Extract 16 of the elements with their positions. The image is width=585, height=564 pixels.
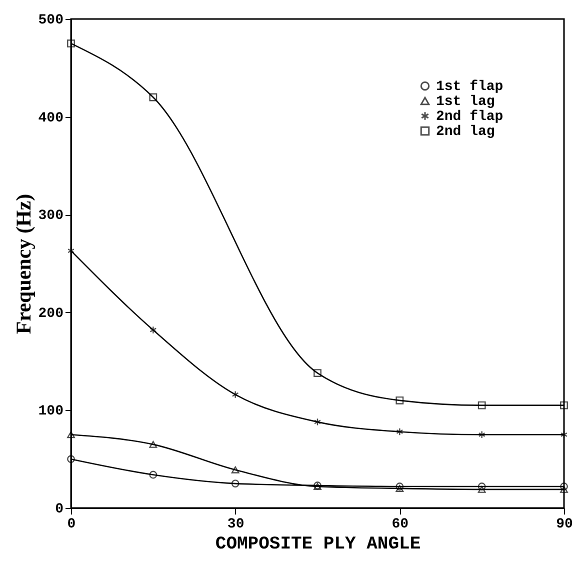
x-axis-title: COMPOSITE PLY ANGLE (215, 534, 421, 554)
y-tick-label: 300 (38, 208, 64, 224)
x-tick-label: 60 (392, 516, 409, 532)
y-tick-label: 500 (38, 12, 64, 28)
legend-label: 2nd flap (436, 109, 504, 125)
x-tick-label: 0 (67, 516, 76, 532)
y-tick-label: 400 (38, 110, 64, 126)
legend-label: 2nd lag (436, 124, 495, 140)
x-tick-label: 30 (227, 516, 244, 532)
legend-label: 1st flap (436, 79, 504, 95)
y-tick-label: 200 (38, 306, 64, 322)
y-axis-title: Frequency (Hz) (11, 194, 36, 334)
y-tick-label: 100 (38, 404, 64, 420)
legend-label: 1st lag (436, 94, 495, 110)
x-tick-label: 90 (556, 516, 573, 532)
y-tick-label: 0 (55, 502, 64, 518)
